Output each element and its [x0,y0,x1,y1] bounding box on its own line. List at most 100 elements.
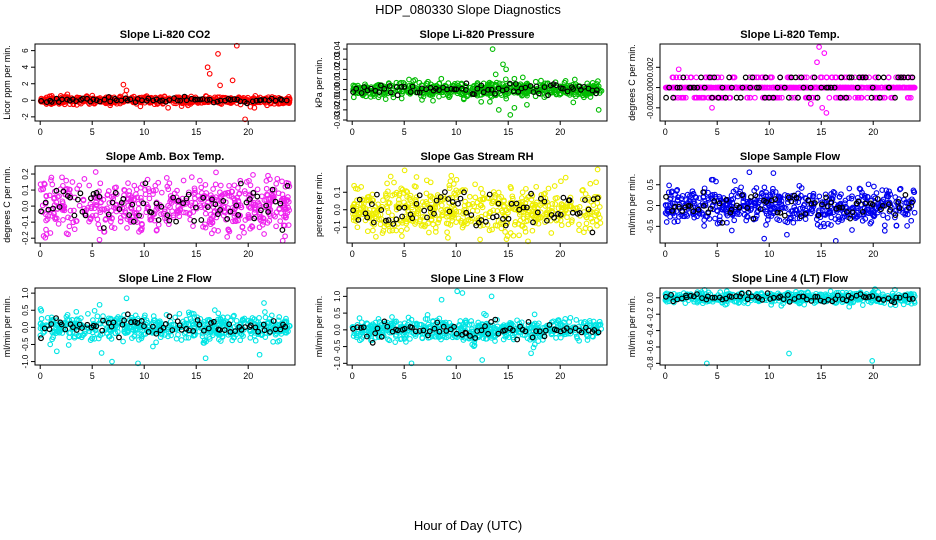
data-point [569,217,575,223]
y-tick-label: 0.01 [333,71,342,87]
overlay-point [148,209,155,216]
overlay-point [869,84,876,91]
x-tick-label: 5 [402,127,407,137]
data-point [54,194,61,200]
plot-frame [34,165,296,244]
x-tick-label: 15 [503,127,513,137]
data-point [596,204,603,210]
y-tick-label: 0.002 [646,57,655,78]
data-point [772,189,779,195]
overlay-point [246,196,253,203]
data-point [112,330,119,336]
data-point [450,181,457,187]
overlay-point [210,99,217,106]
data-point [446,94,452,101]
data-point [111,225,118,231]
data-point [389,314,395,320]
data-point [427,179,434,186]
data-point [432,224,439,231]
x-tick-label: 10 [451,249,461,259]
overlay-point [854,84,861,91]
x-tick-label: 20 [555,249,565,259]
data-point [81,176,88,182]
data-point [153,187,159,193]
overlay-point [739,192,745,199]
data-point [519,189,526,196]
outlier-point [511,104,518,111]
data-point [506,334,512,341]
data-point [175,331,181,338]
data-point [163,312,170,318]
overlay-point [895,198,902,205]
data-point [412,321,418,327]
data-point [384,194,390,201]
overlay-point [166,217,173,224]
overlay-point [190,328,197,334]
outlier-point [503,66,509,73]
data-point [210,213,217,220]
data-point [422,316,429,322]
overlay-point [96,193,103,200]
overlay-point [793,194,800,201]
overlay-point [394,92,401,99]
data-point [281,222,288,229]
data-point [902,211,908,218]
data-point [547,217,554,224]
overlay-point [700,189,707,196]
data-point [451,206,458,213]
overlay-point [200,194,207,201]
overlay-point [38,208,44,215]
data-point [473,91,479,98]
overlay-point [663,193,669,200]
outlier-point [178,103,185,109]
panel-title: Slope Gas Stream RH [420,151,533,163]
overlay-point [93,323,100,330]
overlay-point [461,189,467,196]
data-point [435,194,441,200]
data-point [271,100,278,107]
overlay-point [166,97,173,103]
data-point [250,172,256,178]
data-point [227,331,234,337]
data-point [183,334,189,341]
overlay-point [547,82,554,89]
overlay-point [238,326,245,333]
data-point [43,217,49,224]
data-point [268,312,275,319]
data-point [763,222,769,228]
data-point [537,202,544,209]
data-point [665,189,672,196]
overlay-point [442,189,448,196]
overlay-point [768,197,775,204]
data-point [131,209,138,216]
data-point [386,337,393,344]
data-point [236,234,242,240]
data-points [662,44,918,116]
data-point [828,222,834,228]
panel-title: Slope Li-820 Pressure [420,29,535,41]
overlay-point [582,197,588,203]
y-tick-label: -0.2 [21,231,30,245]
overlay-point [210,318,217,325]
x-tick-label: 0 [38,249,43,259]
data-point [241,188,248,194]
overlay-point [824,203,831,210]
data-point [39,202,46,209]
overlay-point [844,209,850,215]
data-point [148,216,155,223]
overlay-point [868,94,875,101]
overlay-point [251,215,258,222]
overlay-point [471,91,477,98]
data-point [99,206,105,212]
data-point [87,337,94,343]
overlay-point [729,84,735,91]
data-point [486,227,493,234]
overlay-point [560,194,567,201]
data-point [202,221,208,228]
y-tick-label: 0.5 [646,179,655,191]
overlay-point [350,207,357,214]
data-point [705,196,712,203]
data-points [662,169,918,244]
outlier-point [204,64,211,71]
data-point [180,209,187,216]
